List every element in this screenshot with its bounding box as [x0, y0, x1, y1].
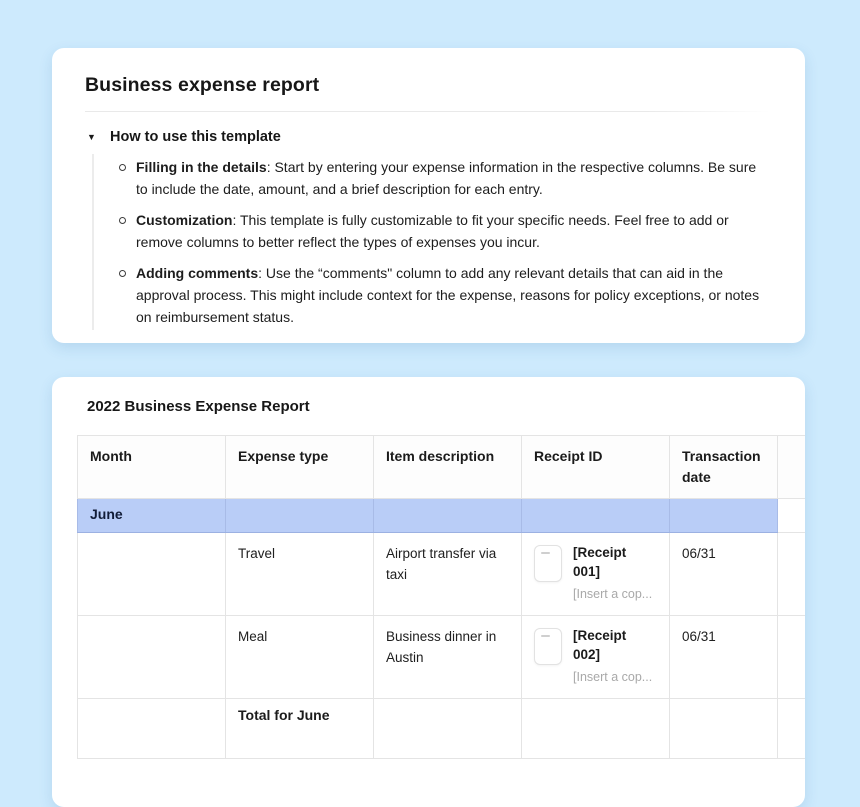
column-header-receipt-id[interactable]: Receipt ID — [521, 435, 670, 499]
group-month-cell[interactable]: June — [77, 498, 226, 533]
header-row: Month Expense type Item description Rece… — [77, 435, 805, 499]
group-empty-cell[interactable] — [225, 498, 374, 533]
receipt-subtext: [Insert a cop... — [573, 670, 653, 684]
title-divider — [85, 111, 770, 112]
bullet-lead: Filling in the details — [136, 159, 267, 175]
month-cell[interactable] — [77, 698, 226, 759]
clipped-cell — [777, 615, 805, 699]
instructions-card: Business expense report ▼ How to use thi… — [52, 48, 805, 343]
total-row: Total for June — [77, 698, 805, 759]
expense-table-container: Month Expense type Item description Rece… — [77, 435, 805, 759]
column-header-clipped — [777, 435, 805, 499]
receipt-id-cell[interactable]: [Receipt 001] [Insert a cop... — [521, 532, 670, 616]
receipt-link[interactable]: [Receipt 002] [Insert a cop... — [534, 626, 657, 688]
table-title: 2022 Business Expense Report — [87, 398, 310, 415]
bullet-circle-icon — [119, 164, 126, 171]
bullet-body: : Start by entering your expense informa… — [136, 159, 757, 197]
item-description-cell[interactable]: Business dinner in Austin — [373, 615, 522, 699]
section-content: Filling in the details: Start by enterin… — [92, 154, 775, 330]
group-row-june: June — [77, 498, 805, 533]
clipped-cell — [777, 498, 805, 533]
column-header-expense-type[interactable]: Expense type — [225, 435, 374, 499]
column-header-transaction-date[interactable]: Transaction date — [669, 435, 778, 499]
collapse-triangle-icon[interactable]: ▼ — [87, 132, 96, 142]
bullet-body: : Use the “comments" column to add any r… — [136, 265, 760, 325]
empty-cell[interactable] — [669, 698, 778, 759]
receipt-page-icon — [534, 628, 562, 665]
bullet-circle-icon — [119, 270, 126, 277]
receipt-label[interactable]: [Receipt 002] — [573, 628, 627, 662]
receipt-subtext: [Insert a cop... — [573, 587, 653, 601]
total-label-cell[interactable]: Total for June — [225, 698, 374, 759]
item-description-cell[interactable]: Airport transfer via taxi — [373, 532, 522, 616]
collapsible-section-header[interactable]: ▼ How to use this template — [85, 129, 775, 145]
group-empty-cell[interactable] — [373, 498, 522, 533]
bullet-item-filling-details: Filling in the details: Start by enterin… — [110, 156, 775, 200]
clipped-cell — [777, 532, 805, 616]
bullet-item-adding-comments: Adding comments: Use the “comments" colu… — [110, 262, 775, 328]
bullet-circle-icon — [119, 217, 126, 224]
bullet-item-customization: Customization: This template is fully cu… — [110, 209, 775, 253]
group-empty-cell[interactable] — [669, 498, 778, 533]
column-header-month[interactable]: Month — [77, 435, 226, 499]
page-title: Business expense report — [85, 74, 320, 96]
table-row-travel: Travel Airport transfer via taxi [Receip… — [77, 532, 805, 616]
transaction-date-cell[interactable]: 06/31 — [669, 532, 778, 616]
expense-type-cell[interactable]: Meal — [225, 615, 374, 699]
expense-table: Month Expense type Item description Rece… — [77, 435, 805, 759]
bullet-text: Customization: This template is fully cu… — [136, 209, 764, 253]
empty-cell[interactable] — [373, 698, 522, 759]
empty-cell[interactable] — [521, 698, 670, 759]
transaction-date-cell[interactable]: 06/31 — [669, 615, 778, 699]
receipt-text: [Receipt 002] [Insert a cop... — [573, 626, 657, 688]
expense-type-cell[interactable]: Travel — [225, 532, 374, 616]
bullet-lead: Adding comments — [136, 265, 259, 281]
month-cell[interactable] — [77, 532, 226, 616]
expense-report-card: 2022 Business Expense Report Month Expen… — [52, 377, 805, 807]
bullet-text: Adding comments: Use the “comments" colu… — [136, 262, 764, 328]
group-empty-cell[interactable] — [521, 498, 670, 533]
receipt-text: [Receipt 001] [Insert a cop... — [573, 543, 657, 605]
column-header-item-description[interactable]: Item description — [373, 435, 522, 499]
receipt-page-icon — [534, 545, 562, 582]
receipt-link[interactable]: [Receipt 001] [Insert a cop... — [534, 543, 657, 605]
receipt-label[interactable]: [Receipt 001] — [573, 545, 627, 579]
section-title: How to use this template — [110, 129, 281, 145]
table-row-meal: Meal Business dinner in Austin [Receipt … — [77, 615, 805, 699]
bullet-lead: Customization — [136, 212, 233, 228]
receipt-page-icon-line — [541, 635, 550, 637]
clipped-cell — [777, 698, 805, 759]
bullet-body: : This template is fully customizable to… — [136, 212, 729, 250]
receipt-page-icon-line — [541, 552, 550, 554]
receipt-id-cell[interactable]: [Receipt 002] [Insert a cop... — [521, 615, 670, 699]
bullet-text: Filling in the details: Start by enterin… — [136, 156, 764, 200]
month-cell[interactable] — [77, 615, 226, 699]
